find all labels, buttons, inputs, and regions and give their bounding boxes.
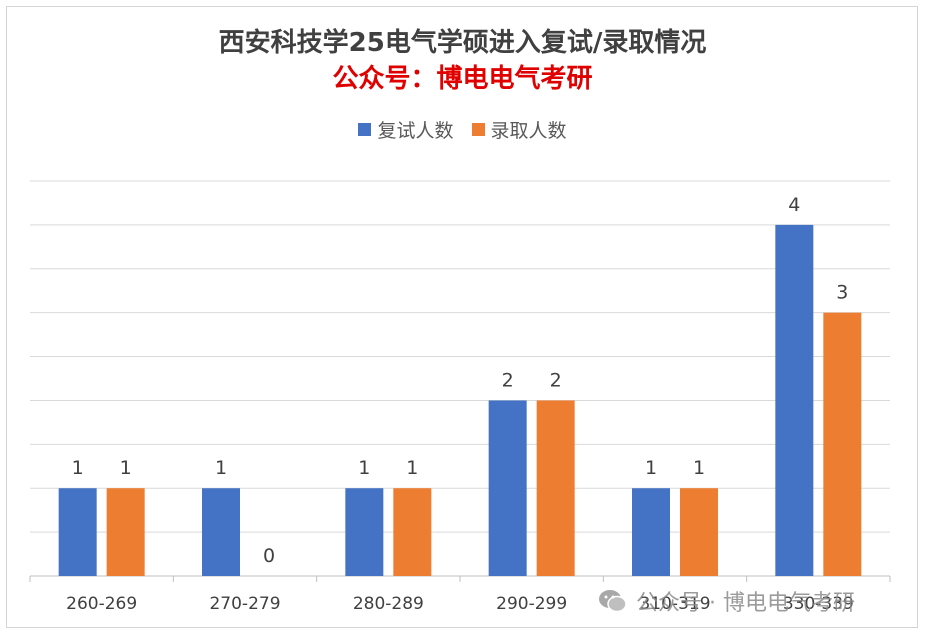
bar-applicants [775,224,814,576]
data-label: 1 [72,457,84,479]
legend-item-applicants: 复试人数 [358,116,454,143]
data-label: 1 [358,457,370,479]
bar-admitted [680,488,718,576]
data-label: 2 [502,369,514,391]
bar-applicants [202,488,240,576]
bar-admitted [106,488,145,576]
watermark: 公众号 · 博电电气考研 [598,585,855,617]
legend-label-applicants: 复试人数 [377,120,454,142]
data-label: 3 [836,282,848,304]
bar-admitted [536,400,575,576]
bar-applicants [345,488,384,576]
bar-admitted [393,488,432,576]
x-tick-label: 270-279 [209,594,280,614]
data-label: 0 [263,545,275,567]
legend-item-admitted: 录取人数 [471,116,567,143]
bar-applicants [488,400,527,576]
data-label: 1 [645,457,657,479]
x-tick-label: 260-269 [66,594,137,614]
x-tick-label: 290-299 [496,594,567,614]
chart-frame [6,6,918,628]
bar-applicants [58,488,97,576]
data-label: 1 [215,457,227,479]
data-label: 1 [120,457,132,479]
watermark-text: 公众号 · 博电电气考研 [636,591,855,616]
x-tick-label: 280-289 [353,594,424,614]
bar-admitted [823,312,862,576]
chart-title: 西安科技学25电气学硕进入复试/录取情况 [218,28,707,58]
legend-swatch-admitted [471,123,485,136]
data-label: 2 [550,369,562,391]
x-tick-label: 310-319 [639,594,710,614]
data-label: 4 [788,194,800,216]
chart-legend: 复试人数 录取人数 [0,116,925,143]
data-label: 1 [693,457,705,479]
chart-subtitle: 公众号：博电电气考研 [332,64,593,94]
x-tick-label: 330-339 [783,594,854,614]
legend-label-admitted: 录取人数 [490,120,567,142]
bar-applicants [632,488,670,576]
data-label: 1 [406,457,418,479]
legend-swatch-applicants [358,123,372,136]
wechat-icon [599,590,627,613]
